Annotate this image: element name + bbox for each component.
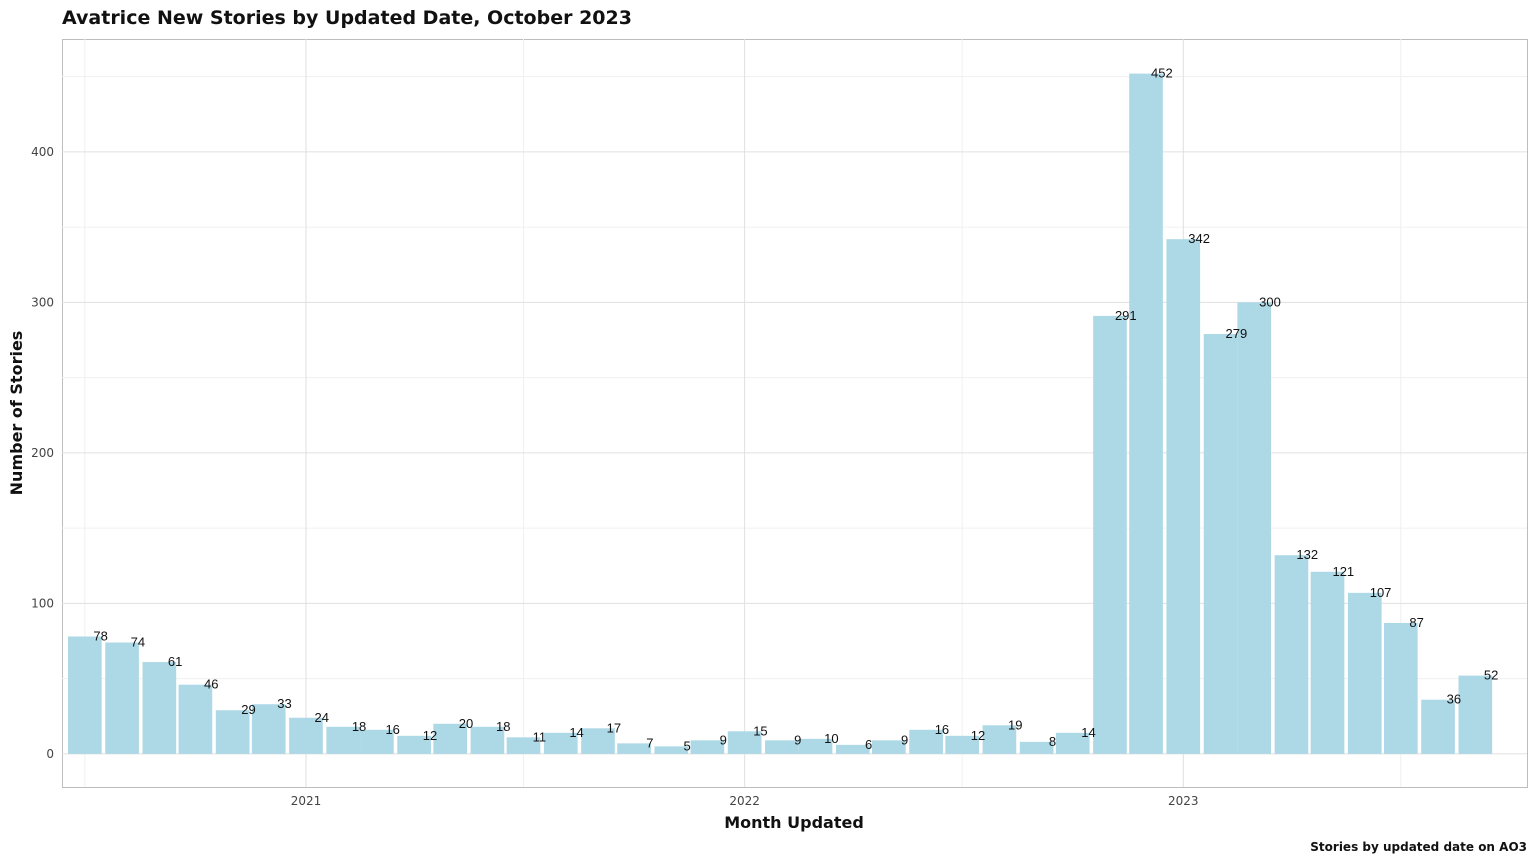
data-label: 10 (824, 731, 838, 746)
data-label: 12 (971, 728, 985, 743)
data-label: 24 (315, 710, 329, 725)
bar (142, 662, 177, 754)
bar (289, 717, 323, 754)
data-label: 300 (1259, 294, 1281, 309)
y-tick-label: 400 (31, 145, 54, 159)
data-label: 87 (1409, 615, 1423, 630)
bar (1019, 741, 1054, 754)
data-label: 29 (241, 702, 255, 717)
data-label: 52 (1484, 668, 1498, 683)
y-axis: 0 100 200 300 400 (31, 145, 54, 761)
data-label: 74 (131, 635, 145, 650)
data-label: 6 (865, 737, 872, 752)
bar (506, 737, 541, 754)
bar (945, 735, 979, 754)
data-label: 12 (423, 728, 437, 743)
data-label: 78 (93, 628, 107, 643)
bar (690, 740, 725, 754)
bar (326, 726, 361, 754)
data-label: 16 (385, 722, 399, 737)
bar (1347, 592, 1382, 754)
bar (68, 636, 102, 754)
bar (1237, 302, 1272, 754)
bar (470, 726, 505, 754)
x-tick-label: 2023 (1168, 794, 1199, 808)
y-tick-label: 200 (31, 446, 54, 460)
data-label: 9 (901, 732, 908, 747)
data-label: 9 (720, 732, 727, 747)
bar (1458, 675, 1493, 754)
x-axis-title: Month Updated (724, 813, 864, 832)
data-label: 33 (277, 696, 291, 711)
data-label: 15 (753, 723, 767, 738)
bar (798, 738, 833, 754)
bar (1421, 699, 1455, 754)
data-label: 19 (1008, 717, 1022, 732)
y-tick-label: 300 (31, 295, 54, 309)
data-label: 107 (1370, 585, 1392, 600)
data-label: 279 (1226, 326, 1248, 341)
data-label: 5 (684, 738, 691, 753)
bar (982, 725, 1017, 754)
data-label: 121 (1332, 564, 1354, 579)
y-axis-title: Number of Stories (7, 331, 26, 496)
y-tick-label: 100 (31, 596, 54, 610)
x-tick-label: 2022 (729, 794, 760, 808)
data-label: 291 (1115, 308, 1137, 323)
bar (1093, 315, 1127, 754)
data-label: 18 (496, 719, 510, 734)
bar (617, 743, 651, 754)
bar (1129, 73, 1163, 754)
bar (1055, 732, 1090, 754)
bar (397, 735, 431, 754)
data-label: 20 (459, 716, 473, 731)
bar (654, 746, 689, 754)
bar (1203, 333, 1238, 754)
x-tick-label: 2021 (291, 794, 322, 808)
bar (1166, 239, 1201, 754)
bar (835, 744, 870, 754)
data-label: 18 (352, 719, 366, 734)
data-label: 14 (1081, 725, 1095, 740)
bars (68, 73, 1493, 754)
y-tick-label: 0 (46, 747, 54, 761)
bar (727, 731, 762, 754)
data-label: 36 (1447, 692, 1461, 707)
bar (872, 740, 906, 754)
bar (433, 723, 468, 754)
bar (765, 740, 799, 754)
data-label: 14 (569, 725, 583, 740)
bar (1310, 571, 1345, 754)
bar (215, 710, 250, 754)
data-label: 16 (935, 722, 949, 737)
bar (178, 684, 213, 754)
data-label: 452 (1151, 66, 1173, 81)
data-labels: 78 74 61 46 29 33 24 18 16 12 20 18 11 14 17 7 5 9 15 9 10 6 9… (93, 66, 1498, 754)
data-label: 46 (204, 677, 218, 692)
data-label: 11 (533, 729, 547, 744)
data-label: 132 (1296, 547, 1318, 562)
x-axis: 2021 2022 2023 (291, 794, 1199, 808)
chart-title: Avatrice New Stories by Updated Date, Oc… (62, 7, 632, 29)
bar (543, 732, 578, 754)
bar (1383, 622, 1418, 754)
data-label: 342 (1188, 231, 1210, 246)
chart-caption: Stories by updated date on AO3 (1310, 840, 1527, 854)
data-label: 9 (794, 732, 801, 747)
bar (105, 642, 139, 754)
bar (360, 729, 394, 754)
bar (581, 728, 615, 754)
data-label: 8 (1049, 734, 1056, 749)
data-label: 17 (607, 720, 621, 735)
data-label: 61 (168, 654, 182, 669)
bar (251, 704, 286, 754)
bar (909, 729, 943, 754)
data-label: 7 (646, 735, 653, 750)
bar (1274, 555, 1309, 754)
